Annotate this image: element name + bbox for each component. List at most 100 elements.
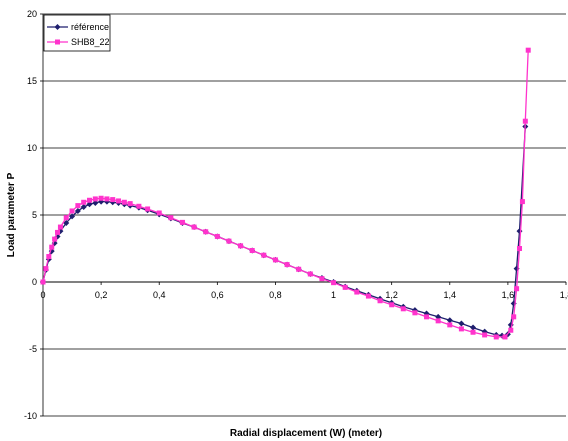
legend-marker-shb8-22 — [55, 39, 60, 45]
data-point — [493, 334, 499, 340]
data-point — [121, 199, 127, 205]
data-point — [249, 248, 255, 254]
y-tick-label: -5 — [29, 344, 37, 354]
x-tick-label: 0,8 — [269, 290, 282, 300]
data-point — [470, 329, 476, 335]
series-reference — [40, 123, 529, 339]
data-point — [319, 276, 325, 282]
data-point — [458, 326, 464, 332]
data-point — [238, 243, 244, 249]
data-point — [458, 320, 465, 327]
data-point — [74, 207, 81, 214]
x-tick-label: 1,4 — [444, 290, 457, 300]
data-point — [447, 322, 453, 328]
data-point — [389, 302, 395, 308]
data-point — [502, 334, 508, 340]
data-point — [80, 203, 87, 210]
data-point — [514, 286, 520, 292]
y-tick-label: -10 — [24, 411, 37, 421]
series-shb8-22 — [40, 47, 531, 340]
data-point — [354, 289, 360, 295]
data-point — [226, 238, 232, 244]
data-point — [519, 199, 525, 205]
data-point — [46, 254, 52, 260]
data-point — [86, 201, 93, 208]
data-point — [517, 246, 523, 251]
data-series — [40, 47, 531, 340]
data-point — [43, 266, 49, 272]
x-axis-title: Radial displacement (W) (meter) — [230, 428, 382, 439]
y-tick-label: 10 — [27, 143, 37, 153]
data-point — [40, 279, 46, 285]
data-point — [424, 314, 430, 320]
data-point — [136, 203, 142, 209]
data-point — [86, 197, 92, 203]
y-tick-label: 15 — [27, 76, 37, 86]
grid-lines — [43, 13, 566, 350]
data-point — [331, 280, 337, 286]
data-point — [284, 262, 290, 268]
tick-labels: -10 -5 0 5 10 15 20 0 0,2 0,4 0,6 0,8 1 1,2 1,4 1,6 1,8 — [24, 9, 568, 421]
y-tick-label: 5 — [32, 210, 37, 220]
data-point — [49, 244, 55, 250]
x-tick-label: 0,4 — [153, 290, 166, 300]
series-line — [42, 126, 526, 337]
data-point — [168, 215, 174, 221]
data-point — [470, 324, 477, 331]
y-axis-title: Load parameter P — [6, 172, 17, 257]
x-tick-label: 1,6 — [502, 290, 515, 300]
data-point — [272, 257, 278, 263]
data-point — [116, 198, 122, 204]
data-point — [63, 215, 69, 221]
data-point — [342, 284, 348, 290]
data-point — [446, 317, 453, 324]
x-tick-label: 0,2 — [95, 290, 108, 300]
data-point — [104, 196, 110, 202]
data-point — [92, 196, 98, 202]
data-point — [261, 252, 267, 258]
data-point — [522, 118, 528, 124]
x-tick-label: 0 — [40, 290, 45, 300]
data-point — [214, 233, 220, 239]
data-point — [127, 201, 133, 207]
data-point — [110, 197, 116, 203]
x-tick-label: 1,8 — [560, 290, 568, 300]
data-point — [377, 298, 383, 304]
data-point — [57, 224, 63, 230]
data-point — [52, 236, 58, 242]
legend: référence SHB8_22 — [43, 14, 111, 52]
x-tick-label: 0,6 — [211, 290, 224, 300]
data-point — [296, 266, 302, 272]
data-point — [435, 318, 441, 324]
data-point — [203, 229, 209, 235]
data-point — [191, 224, 197, 230]
legend-box — [43, 14, 111, 52]
data-point — [69, 213, 76, 220]
data-point — [63, 220, 70, 227]
data-point — [516, 228, 523, 235]
x-tick-label: 1,2 — [385, 290, 398, 300]
data-point — [508, 327, 514, 333]
y-tick-label: 20 — [27, 9, 37, 19]
data-point — [307, 271, 313, 277]
data-point — [365, 293, 371, 299]
data-point — [145, 206, 151, 212]
data-point — [482, 332, 488, 338]
legend-marker-reference — [54, 24, 61, 30]
axes — [40, 13, 567, 417]
data-point — [156, 210, 162, 216]
legend-label-shb8-22: SHB8_22 — [71, 37, 110, 47]
y-tick-label: 0 — [32, 277, 37, 287]
data-point — [525, 47, 531, 53]
data-point — [400, 306, 406, 312]
data-point — [98, 195, 104, 201]
data-point — [511, 314, 517, 320]
x-tick-label: 1 — [331, 290, 336, 300]
data-point — [55, 229, 61, 235]
data-point — [69, 208, 75, 214]
data-point — [412, 310, 418, 316]
data-point — [75, 203, 81, 209]
data-point — [92, 199, 99, 206]
data-point — [435, 313, 442, 320]
